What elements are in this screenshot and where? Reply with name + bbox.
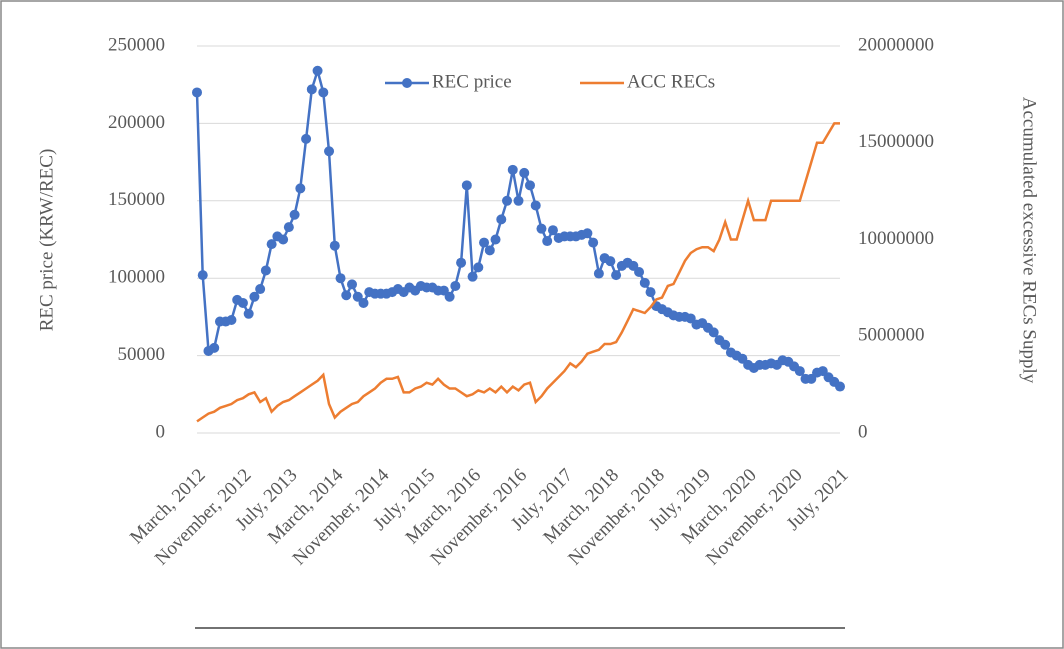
marker [358,297,369,308]
marker [255,284,266,295]
y2-tick-label: 0 [858,421,868,442]
marker [536,223,547,234]
marker [507,164,518,175]
series-line [196,122,840,423]
marker [467,271,478,282]
marker [444,291,455,302]
marker [542,236,553,247]
y-tick-label: 100000 [108,267,165,288]
marker [266,239,277,250]
marker [639,277,650,288]
y-tick-label: 150000 [108,189,165,210]
legend-marker [402,78,412,88]
marker [306,84,317,95]
marker [243,308,254,319]
y2-tick-label: 10000000 [858,228,934,249]
marker [479,237,490,248]
marker [593,268,604,279]
marker [645,287,656,298]
marker [582,228,593,239]
marker [318,87,329,98]
marker [456,257,467,268]
marker [192,87,202,98]
marker [329,240,340,251]
marker [209,342,220,353]
marker [341,290,352,301]
y2-axis-label: Accumulated excessive RECs Supply [1019,97,1040,384]
marker [450,280,461,291]
marker [588,237,599,248]
marker [611,270,622,281]
y2-tick-label: 5000000 [858,325,925,346]
marker [461,180,472,191]
marker [484,245,495,256]
marker [634,267,645,278]
y-axis-label: REC price (KRW/REC) [36,149,57,332]
y2-tick-label: 15000000 [858,131,934,152]
marker [547,225,558,236]
marker [295,183,306,194]
marker [197,270,208,281]
marker [513,195,524,206]
marker [519,167,530,178]
marker [708,327,719,338]
marker [496,214,507,225]
marker [524,180,535,191]
marker [794,366,805,377]
marker [289,209,300,220]
marker [312,65,323,76]
y-tick-label: 200000 [108,112,165,133]
marker [278,234,289,245]
marker [237,297,248,308]
marker [283,222,294,233]
legend-label: ACC RECs [627,71,715,92]
marker [490,234,501,245]
marker [324,146,335,157]
marker [605,256,616,267]
marker [530,200,541,211]
marker [502,195,513,206]
marker [226,314,237,325]
y-tick-label: 50000 [118,344,166,365]
marker [835,381,845,392]
marker [249,291,260,302]
marker [473,262,484,273]
marker [301,133,312,144]
y-tick-label: 250000 [108,34,165,55]
marker [335,273,346,284]
marker [260,265,271,276]
marker [720,339,731,350]
y-tick-label: 0 [156,421,166,442]
y2-tick-label: 20000000 [858,34,934,55]
legend-label: REC price [432,71,512,92]
marker [347,279,358,290]
